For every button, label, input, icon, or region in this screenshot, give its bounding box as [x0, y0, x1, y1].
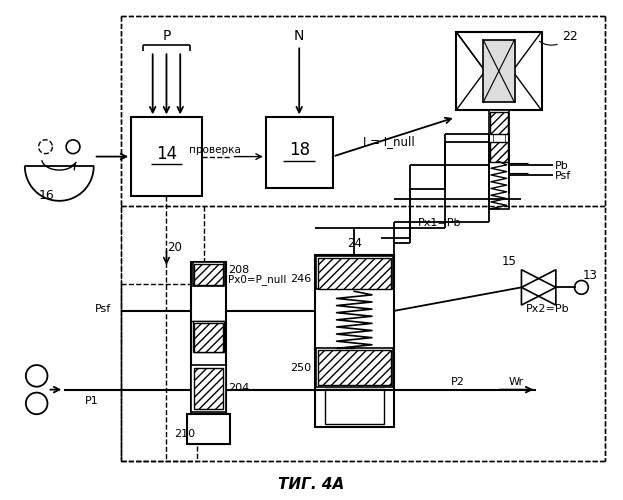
Text: 15: 15 — [502, 256, 516, 268]
Bar — [318, 350, 391, 384]
Bar — [191, 262, 226, 444]
Text: 14: 14 — [156, 144, 177, 162]
Bar — [187, 414, 231, 444]
Bar — [191, 365, 226, 412]
Bar — [493, 134, 505, 142]
Text: 246: 246 — [290, 274, 311, 284]
Text: P: P — [162, 28, 171, 42]
Text: 250: 250 — [290, 363, 311, 373]
Text: 204: 204 — [229, 382, 250, 392]
Text: N: N — [294, 28, 305, 42]
Text: P1: P1 — [85, 396, 98, 406]
Bar — [489, 110, 508, 208]
Text: ΤИГ. 4A: ΤИГ. 4A — [278, 476, 344, 492]
Bar — [490, 112, 508, 134]
Bar — [325, 388, 384, 424]
Bar — [193, 262, 224, 286]
Text: Px2=Pb: Px2=Pb — [526, 304, 570, 314]
Text: I = I_null: I = I_null — [363, 136, 414, 148]
Bar — [131, 117, 202, 196]
Text: Px1=Pb: Px1=Pb — [418, 218, 462, 228]
Text: 16: 16 — [39, 190, 54, 202]
Bar — [194, 264, 224, 285]
Text: Pb: Pb — [555, 162, 569, 172]
Text: P2: P2 — [450, 377, 465, 387]
Text: 20: 20 — [168, 240, 183, 254]
Bar — [266, 117, 333, 188]
Text: проверка: проверка — [189, 144, 240, 154]
Text: 210: 210 — [174, 429, 196, 439]
Bar — [193, 321, 224, 352]
Text: Psf: Psf — [555, 171, 571, 181]
Bar — [316, 348, 392, 387]
Bar — [194, 368, 224, 410]
Bar — [194, 323, 224, 352]
Text: 208: 208 — [229, 264, 250, 274]
Bar — [315, 255, 394, 427]
Bar — [490, 142, 508, 162]
Bar — [316, 256, 392, 290]
Bar — [483, 40, 515, 102]
Text: 13: 13 — [583, 269, 597, 282]
Text: 18: 18 — [288, 140, 310, 158]
Text: 24: 24 — [347, 236, 362, 250]
Bar — [318, 258, 391, 290]
Text: 22: 22 — [562, 30, 578, 43]
Text: Psf: Psf — [95, 304, 112, 314]
Text: Px0=P_null: Px0=P_null — [229, 274, 287, 285]
Bar — [455, 32, 542, 110]
Text: Wr: Wr — [509, 377, 524, 387]
